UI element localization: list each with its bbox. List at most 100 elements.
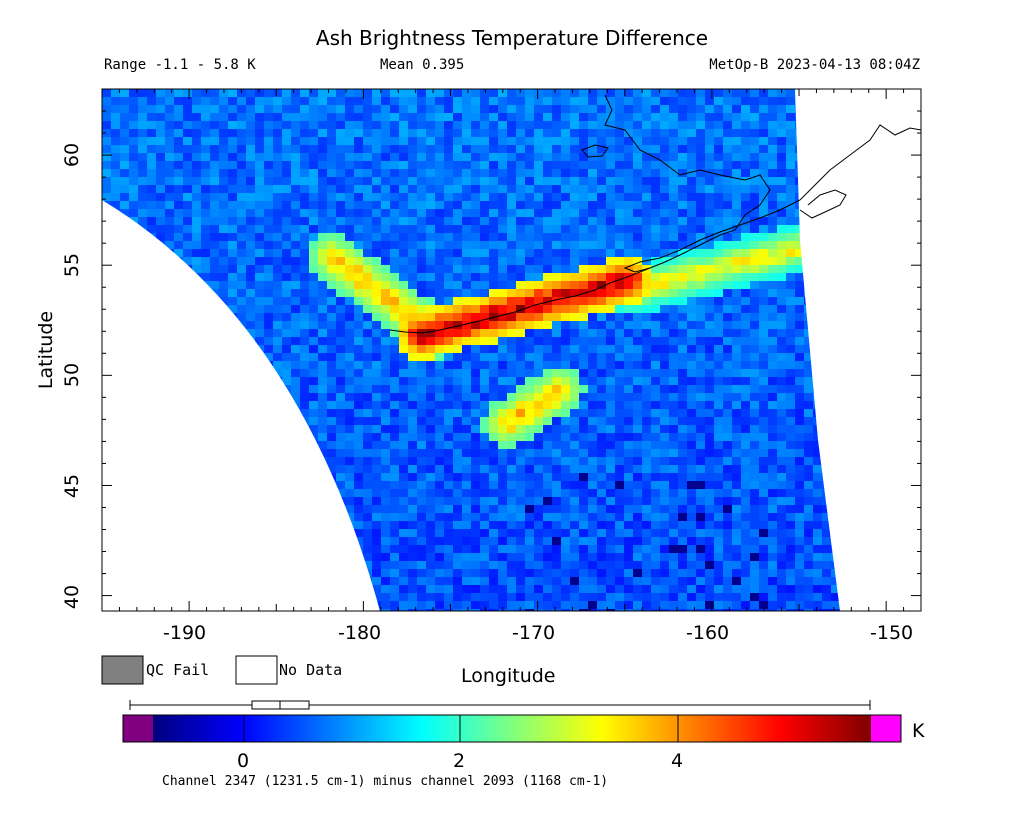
- heatmap-cell: [444, 225, 454, 234]
- heatmap-cell: [741, 193, 751, 202]
- heatmap-cell: [723, 377, 733, 386]
- heatmap-cell: [111, 193, 121, 202]
- heatmap-cell: [624, 353, 634, 362]
- heatmap-cell: [660, 297, 670, 306]
- heatmap-cell: [138, 89, 148, 98]
- heatmap-cell: [489, 193, 499, 202]
- heatmap-cell: [363, 249, 373, 258]
- heatmap-cell: [345, 305, 355, 314]
- heatmap-cell: [390, 481, 400, 490]
- heatmap-cell: [318, 97, 328, 106]
- heatmap-cell: [480, 257, 490, 266]
- heatmap-cell: [660, 513, 670, 522]
- heatmap-cell: [696, 97, 706, 106]
- heatmap-cell: [741, 209, 751, 218]
- heatmap-cell: [624, 137, 634, 146]
- heatmap-cell: [219, 113, 229, 122]
- heatmap-cell: [525, 313, 535, 322]
- heatmap-cell: [453, 169, 463, 178]
- heatmap-cell: [750, 249, 760, 258]
- heatmap-cell: [750, 369, 760, 378]
- heatmap-cell: [111, 145, 121, 154]
- heatmap-cell: [471, 369, 481, 378]
- heatmap-cell: [759, 161, 769, 170]
- heatmap-cell: [669, 121, 679, 130]
- heatmap-cell: [534, 113, 544, 122]
- heatmap-cell: [291, 313, 301, 322]
- heatmap-cell: [723, 129, 733, 138]
- heatmap-cell: [363, 257, 373, 266]
- heatmap-cell: [732, 185, 742, 194]
- heatmap-cell: [561, 129, 571, 138]
- heatmap-cell: [570, 153, 580, 162]
- heatmap-cell: [453, 265, 463, 274]
- heatmap-cell: [399, 329, 409, 338]
- heatmap-cell: [426, 289, 436, 298]
- heatmap-cell: [714, 361, 724, 370]
- heatmap-cell: [309, 273, 319, 282]
- heatmap-cell: [300, 137, 310, 146]
- heatmap-cell: [795, 449, 805, 458]
- heatmap-cell: [687, 457, 697, 466]
- heatmap-cell: [318, 241, 328, 250]
- heatmap-cell: [759, 225, 769, 234]
- heatmap-cell: [759, 113, 769, 122]
- heatmap-cell: [417, 105, 427, 114]
- heatmap-cell: [282, 281, 292, 290]
- heatmap-cell: [777, 273, 787, 282]
- heatmap-cell: [489, 217, 499, 226]
- heatmap-cell: [687, 505, 697, 514]
- heatmap-cell: [777, 281, 787, 290]
- heatmap-cell: [498, 201, 508, 210]
- heatmap-cell: [363, 409, 373, 418]
- heatmap-cell: [453, 177, 463, 186]
- heatmap-cell: [291, 321, 301, 330]
- heatmap-cell: [750, 497, 760, 506]
- heatmap-cell: [354, 153, 364, 162]
- heatmap-cell: [381, 353, 391, 362]
- heatmap-cell: [669, 273, 679, 282]
- heatmap-cell: [705, 161, 715, 170]
- heatmap-cell: [408, 321, 418, 330]
- heatmap-cell: [390, 497, 400, 506]
- heatmap-cell: [435, 137, 445, 146]
- heatmap-cell: [660, 249, 670, 258]
- heatmap-cell: [363, 241, 373, 250]
- heatmap-cell: [570, 481, 580, 490]
- heatmap-cell: [786, 385, 796, 394]
- heatmap-cell: [633, 321, 643, 330]
- heatmap-cell: [138, 217, 148, 226]
- heatmap-cell: [453, 249, 463, 258]
- heatmap-cell: [552, 457, 562, 466]
- heatmap-cell: [408, 489, 418, 498]
- heatmap-cell: [624, 465, 634, 474]
- heatmap-cell: [354, 233, 364, 242]
- heatmap-cell: [381, 257, 391, 266]
- heatmap-cell: [813, 497, 823, 506]
- heatmap-cell: [759, 185, 769, 194]
- heatmap-cell: [552, 473, 562, 482]
- heatmap-cell: [696, 409, 706, 418]
- heatmap-cell: [291, 289, 301, 298]
- heatmap-cell: [471, 465, 481, 474]
- heatmap-cell: [273, 161, 283, 170]
- heatmap-cell: [633, 241, 643, 250]
- heatmap-cell: [426, 369, 436, 378]
- heatmap-cell: [588, 241, 598, 250]
- heatmap-cell: [687, 209, 697, 218]
- heatmap-cell: [408, 513, 418, 522]
- heatmap-cell: [714, 377, 724, 386]
- heatmap-cell: [372, 425, 382, 434]
- heatmap-cell: [642, 217, 652, 226]
- heatmap-cell: [327, 361, 337, 370]
- heatmap-cell: [669, 201, 679, 210]
- heatmap-cell: [624, 145, 634, 154]
- heatmap-cell: [363, 289, 373, 298]
- heatmap-cell: [759, 89, 769, 98]
- heatmap-cell: [453, 185, 463, 194]
- heatmap-cell: [516, 113, 526, 122]
- heatmap-cell: [426, 345, 436, 354]
- heatmap-cell: [687, 313, 697, 322]
- heatmap-cell: [102, 185, 112, 194]
- heatmap-cell: [462, 209, 472, 218]
